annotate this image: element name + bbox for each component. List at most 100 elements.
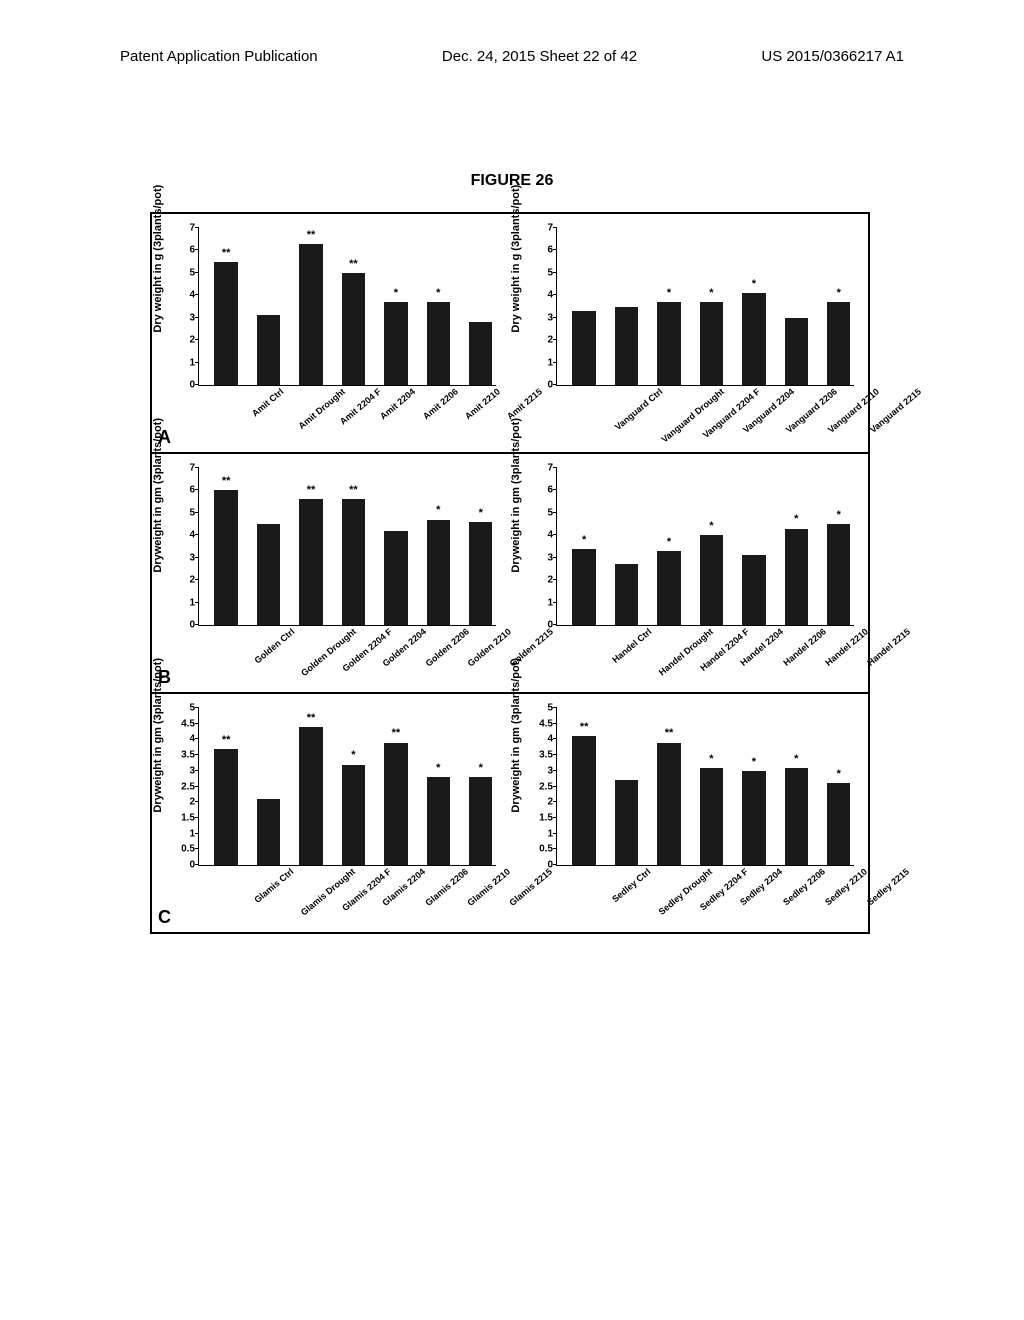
bar (384, 302, 407, 385)
y-tick-mark (195, 227, 199, 228)
bar (427, 302, 450, 385)
y-tick-label: 4.5 (535, 718, 553, 729)
y-tick-mark (553, 624, 557, 625)
y-tick-label: 2 (535, 797, 553, 808)
y-tick-mark (553, 467, 557, 468)
plot-area: 01234567**Amit CtrlAmit Drought**Amit 22… (198, 228, 496, 386)
y-tick-label: 1 (535, 597, 553, 608)
chart-panel: Dryweight in gm (3plants/pot)01234567**G… (152, 454, 510, 692)
y-tick-mark (553, 602, 557, 603)
significance-marker: ** (222, 476, 231, 487)
significance-marker: * (667, 537, 671, 548)
y-tick-label: 3 (535, 765, 553, 776)
bar (299, 244, 322, 385)
bar (214, 262, 237, 385)
y-tick-mark (553, 723, 557, 724)
y-tick-mark (195, 512, 199, 513)
bar (427, 777, 450, 865)
bar-chart: Dry weight in g (3plants/pot)01234567Van… (514, 222, 864, 448)
y-tick-mark (195, 817, 199, 818)
x-category-label: Golden Ctrl (252, 626, 296, 665)
figure-container: Dry weight in g (3plants/pot)01234567**A… (150, 212, 870, 934)
bar (257, 799, 280, 865)
y-tick-label: 4 (535, 734, 553, 745)
y-tick-label: 3 (535, 312, 553, 323)
y-tick-mark (553, 579, 557, 580)
y-tick-label: 0 (177, 860, 195, 871)
y-tick-label: 7 (177, 223, 195, 234)
y-tick-mark (553, 534, 557, 535)
y-tick-label: 2 (177, 575, 195, 586)
y-tick-label: 3 (535, 552, 553, 563)
bar (742, 293, 765, 385)
y-tick-label: 3.5 (177, 750, 195, 761)
x-category-label: Golden 2206 (423, 626, 470, 668)
y-tick-mark (553, 801, 557, 802)
bar (700, 768, 723, 865)
y-tick-label: 4 (535, 530, 553, 541)
header-left: Patent Application Publication (120, 48, 318, 65)
bar-chart: Dryweight in gm (3plants/pot)01234567**G… (156, 462, 506, 688)
y-tick-label: 3 (177, 552, 195, 563)
y-tick-mark (553, 864, 557, 865)
x-category-label: Vanguard Drought (660, 386, 727, 444)
y-tick-label: 2 (177, 335, 195, 346)
bar (827, 783, 850, 865)
bar (700, 302, 723, 385)
y-tick-mark (553, 339, 557, 340)
y-tick-label: 4 (177, 290, 195, 301)
plot-area: 01234567*Handel CtrlHandel Drought*Hande… (556, 468, 854, 626)
y-tick-label: 6 (535, 485, 553, 496)
y-tick-mark (553, 489, 557, 490)
bar (742, 555, 765, 625)
x-category-label: Handel 2210 (823, 626, 870, 667)
bar (785, 768, 808, 865)
y-tick-label: 2 (535, 335, 553, 346)
y-tick-mark (195, 489, 199, 490)
y-tick-label: 4 (535, 290, 553, 301)
panel-row: Dryweight in gm (3plants/pot)00.511.522.… (152, 694, 868, 932)
bar (427, 520, 450, 625)
header-center: Dec. 24, 2015 Sheet 22 of 42 (442, 48, 637, 65)
significance-marker: * (436, 288, 440, 299)
significance-marker: ** (665, 728, 674, 739)
y-tick-label: 0 (177, 380, 195, 391)
y-tick-mark (553, 817, 557, 818)
y-tick-mark (195, 362, 199, 363)
y-tick-label: 5 (177, 507, 195, 518)
significance-marker: ** (222, 248, 231, 259)
x-category-label: Sedley 2210 (823, 866, 869, 907)
significance-marker: ** (307, 713, 316, 724)
bar-chart: Dryweight in gm (3plants/pot)00.511.522.… (514, 702, 864, 928)
y-tick-mark (195, 723, 199, 724)
significance-marker: * (752, 757, 756, 768)
y-tick-mark (553, 227, 557, 228)
x-category-label: Handel 2215 (866, 626, 913, 667)
significance-marker: ** (307, 230, 316, 241)
significance-marker: * (794, 754, 798, 765)
bar (469, 777, 492, 865)
significance-marker: * (709, 521, 713, 532)
y-tick-label: 6 (535, 245, 553, 256)
significance-marker: * (752, 279, 756, 290)
y-tick-label: 0 (535, 620, 553, 631)
significance-marker: * (436, 505, 440, 516)
y-tick-mark (553, 272, 557, 273)
bar (342, 273, 365, 385)
y-tick-mark (553, 249, 557, 250)
significance-marker: * (479, 508, 483, 519)
y-tick-mark (195, 602, 199, 603)
y-tick-mark (553, 770, 557, 771)
y-tick-label: 3.5 (535, 750, 553, 761)
bar (742, 771, 765, 865)
x-category-label: Glamis 2206 (423, 866, 470, 907)
significance-marker: * (351, 750, 355, 761)
y-tick-mark (553, 384, 557, 385)
panel-label: C (158, 907, 171, 928)
y-tick-label: 7 (535, 463, 553, 474)
x-category-label: Golden 2210 (466, 626, 513, 668)
y-tick-mark (553, 512, 557, 513)
y-tick-mark (195, 534, 199, 535)
bar (342, 765, 365, 865)
y-tick-mark (195, 770, 199, 771)
